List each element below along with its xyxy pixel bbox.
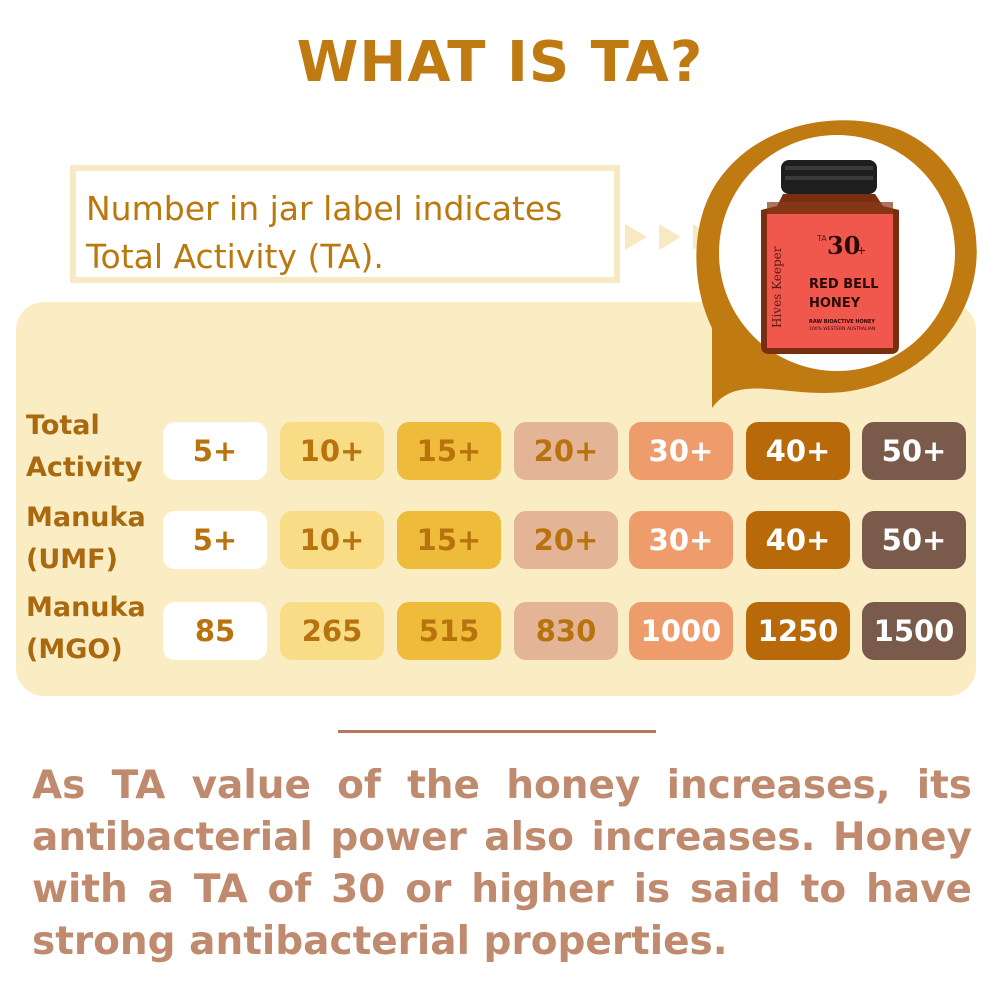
divider: [338, 730, 656, 733]
cell-umf-4: 30+: [629, 511, 733, 569]
cell-umf-0: 5+: [163, 511, 267, 569]
jar-brand: Hives Keeper: [770, 246, 784, 328]
cell-mgo-1: 265: [280, 602, 384, 660]
row-label-manuka-umf: Manuka (UMF): [26, 502, 146, 575]
jar-sub-1: RAW BIOACTIVE HONEY: [809, 319, 875, 325]
honey-jar-image: Hives Keeper TA 30 + RED BELL HONEY RAW …: [761, 160, 899, 354]
row-label-manuka-mgo: Manuka (MGO): [26, 592, 146, 665]
cell-mgo-0: 85: [163, 602, 267, 660]
cell-ta-1: 10+: [280, 422, 384, 480]
cell-ta-4: 30+: [629, 422, 733, 480]
callout-line-2: Total Activity (TA).: [86, 237, 384, 276]
cell-ta-0: 5+: [163, 422, 267, 480]
row-label-total-activity: Total Activity: [26, 410, 143, 483]
jar-ta-prefix: TA: [816, 234, 827, 243]
cell-umf-6: 50+: [862, 511, 966, 569]
cell-mgo-3: 830: [514, 602, 618, 660]
cell-mgo-4: 1000: [629, 602, 733, 660]
page-title: WHAT IS TA?: [296, 30, 704, 95]
explanation-text: As TA value of the honey increases, its …: [32, 763, 972, 964]
callout-box: Number in jar label indicates Total Acti…: [70, 165, 620, 283]
cell-ta-6: 50+: [862, 422, 966, 480]
jar-sub-2: 100% WESTERN AUSTRALIAN: [809, 326, 875, 332]
jar-ta-value: 30: [827, 231, 860, 260]
jar-name-2: HONEY: [809, 296, 861, 311]
cell-ta-5: 40+: [746, 422, 850, 480]
cell-umf-2: 15+: [397, 511, 501, 569]
cell-mgo-2: 515: [397, 602, 501, 660]
callout-line-1: Number in jar label indicates: [86, 189, 563, 228]
cell-umf-1: 10+: [280, 511, 384, 569]
cell-umf-5: 40+: [746, 511, 850, 569]
jar-ta-plus: +: [857, 244, 866, 257]
cell-mgo-6: 1500: [862, 602, 966, 660]
cell-ta-3: 20+: [514, 422, 618, 480]
cell-umf-3: 20+: [514, 511, 618, 569]
jar-name-1: RED BELL: [809, 277, 879, 292]
cell-mgo-5: 1250: [746, 602, 850, 660]
jar-label: [767, 214, 893, 348]
cell-ta-2: 15+: [397, 422, 501, 480]
